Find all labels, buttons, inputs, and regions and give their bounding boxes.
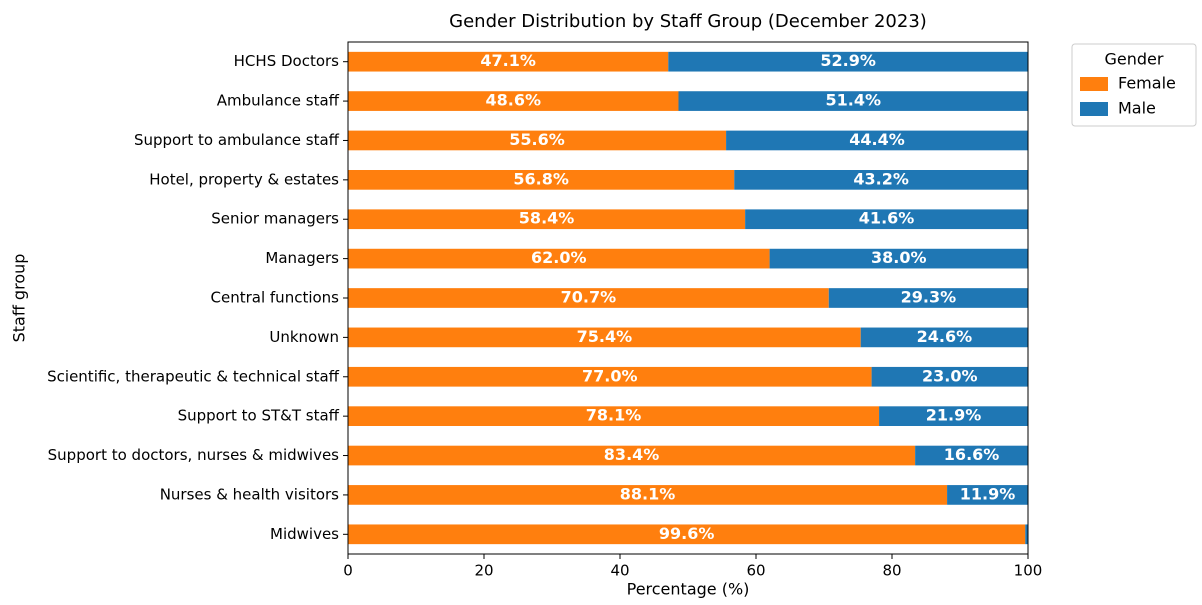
value-label: 62.0%: [531, 248, 587, 267]
bar-segment: [828, 288, 1028, 308]
bar-segment: [348, 406, 880, 426]
bar-segment: [348, 485, 948, 505]
y-tick-label: Support to ST&T staff: [178, 407, 340, 425]
bar-segment: [348, 209, 746, 230]
legend-swatch: [1080, 77, 1108, 91]
bar-segment: [348, 445, 916, 466]
legend-label: Female: [1118, 74, 1176, 93]
chart-title: Gender Distribution by Staff Group (Dece…: [449, 11, 927, 32]
y-tick-label: Hotel, property & estates: [149, 170, 339, 188]
value-label: 24.6%: [917, 327, 973, 346]
bar-segment: [860, 327, 1028, 348]
value-label: 88.1%: [620, 484, 676, 503]
legend-label: Male: [1118, 99, 1156, 118]
bar-segment: [348, 51, 669, 72]
legend-title: Gender: [1105, 50, 1164, 69]
value-label: 43.2%: [853, 169, 909, 188]
value-label: 77.0%: [582, 366, 638, 385]
bar-segment: [947, 485, 1028, 505]
bar-segment: [348, 524, 1026, 545]
x-tick-label: 40: [610, 562, 629, 580]
y-tick-label: Scientific, therapeutic & technical staf…: [47, 367, 340, 385]
y-tick-label: Ambulance staff: [217, 92, 340, 110]
y-tick-label: Midwives: [270, 525, 339, 543]
bar-segment: [1025, 524, 1028, 545]
value-label: 44.4%: [849, 130, 905, 149]
bar-segment: [668, 51, 1028, 72]
bar-segment: [734, 170, 1028, 190]
bar-segment: [726, 130, 1028, 151]
value-label: 21.9%: [926, 406, 982, 425]
y-tick-label: HCHS Doctors: [234, 52, 340, 70]
y-tick-label: Support to doctors, nurses & midwives: [48, 446, 340, 464]
x-tick-label: 100: [1014, 562, 1043, 580]
y-tick-label: Central functions: [211, 289, 340, 307]
value-label: 11.9%: [960, 484, 1016, 503]
value-label: 16.6%: [944, 445, 1000, 464]
value-label: 41.6%: [859, 209, 915, 228]
bar-segment: [348, 288, 829, 308]
y-tick-label: Senior managers: [211, 210, 339, 228]
value-label: 52.9%: [820, 51, 876, 70]
bar-segment: [678, 91, 1028, 111]
value-label: 58.4%: [519, 209, 575, 228]
value-label: 23.0%: [922, 366, 978, 385]
value-label: 99.6%: [659, 524, 715, 543]
bar-segment: [348, 91, 679, 111]
bar-segment: [769, 248, 1028, 269]
x-tick-label: 20: [474, 562, 493, 580]
value-label: 56.8%: [513, 169, 569, 188]
bar-segment: [348, 366, 872, 387]
bar-segment: [871, 366, 1028, 387]
bar-segment: [745, 209, 1028, 230]
bar-segment: [348, 130, 727, 151]
x-tick-label: 60: [746, 562, 765, 580]
legend-swatch: [1080, 102, 1108, 116]
bar-segment: [348, 327, 861, 348]
x-tick-label: 0: [343, 562, 353, 580]
value-label: 48.6%: [485, 91, 541, 110]
value-label: 38.0%: [871, 248, 927, 267]
bar-segment: [879, 406, 1028, 426]
y-tick-label: Nurses & health visitors: [160, 485, 339, 503]
y-tick-label: Managers: [265, 249, 339, 267]
y-axis-label: Staff group: [10, 254, 29, 343]
x-tick-label: 80: [882, 562, 901, 580]
bar-segment: [348, 170, 735, 190]
bar-segment: [348, 248, 770, 269]
y-tick-label: Unknown: [269, 328, 339, 346]
value-label: 51.4%: [825, 91, 881, 110]
plot-frame: [347, 41, 1029, 555]
x-axis-label: Percentage (%): [627, 580, 750, 599]
value-label: 70.7%: [561, 288, 617, 307]
value-label: 29.3%: [901, 288, 957, 307]
value-label: 55.6%: [509, 130, 565, 149]
value-label: 83.4%: [604, 445, 660, 464]
value-label: 75.4%: [577, 327, 633, 346]
value-label: 47.1%: [480, 51, 536, 70]
y-tick-label: Support to ambulance staff: [134, 131, 340, 149]
value-label: 78.1%: [586, 406, 642, 425]
bar-segment: [915, 445, 1028, 466]
